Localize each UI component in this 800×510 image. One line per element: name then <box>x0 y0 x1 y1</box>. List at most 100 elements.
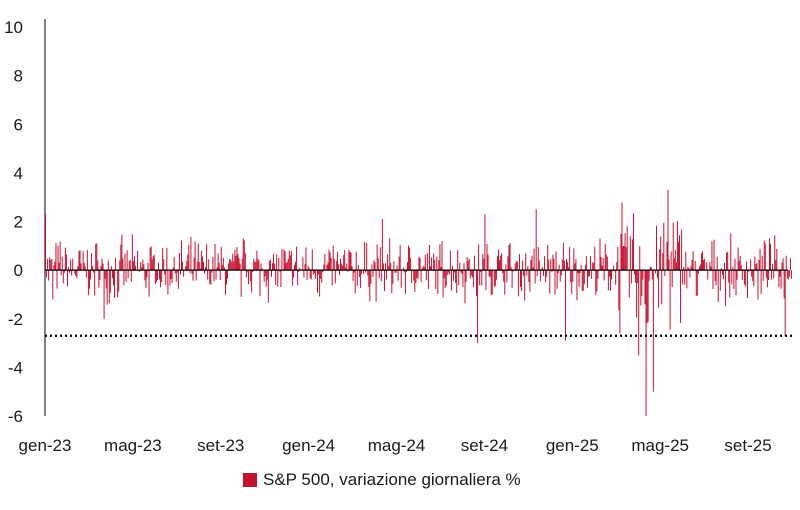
data-bar <box>304 264 305 270</box>
data-bar <box>520 270 521 287</box>
data-bar <box>368 270 369 287</box>
data-bar <box>143 264 144 270</box>
data-bar <box>763 270 764 281</box>
data-bar <box>473 270 474 287</box>
data-bar <box>428 270 429 289</box>
data-bar <box>281 249 282 270</box>
data-bar <box>510 243 511 270</box>
data-bar <box>570 270 571 282</box>
data-bar <box>149 270 150 297</box>
data-bar <box>266 270 267 287</box>
data-bar <box>122 258 123 270</box>
data-bar <box>89 270 90 288</box>
data-bar <box>730 233 731 270</box>
data-bar <box>561 270 562 275</box>
data-bar <box>256 251 257 271</box>
data-bar <box>291 251 292 270</box>
data-bar <box>629 270 630 297</box>
data-bar <box>344 250 345 270</box>
data-bar <box>385 263 386 270</box>
data-bar <box>52 270 53 299</box>
data-bar <box>764 241 765 270</box>
data-bar <box>559 265 560 270</box>
data-bar <box>391 270 392 293</box>
data-bar <box>132 234 133 270</box>
data-bar <box>656 226 657 271</box>
data-bar <box>104 270 105 319</box>
data-bar <box>110 270 111 293</box>
data-bar <box>356 252 357 271</box>
data-bar <box>340 259 341 271</box>
data-bar <box>323 264 324 270</box>
data-bar <box>165 270 166 285</box>
data-bar <box>48 270 49 280</box>
data-bar <box>324 254 325 270</box>
data-bar <box>307 270 308 280</box>
data-bar <box>348 250 349 270</box>
data-bar <box>414 270 415 292</box>
data-bar <box>766 270 767 278</box>
data-bar <box>163 259 164 270</box>
data-bar <box>57 270 58 289</box>
data-bar <box>788 270 789 279</box>
data-bar <box>592 262 593 270</box>
legend: S&P 500, variazione giornaliera % <box>243 470 521 490</box>
data-bar <box>54 262 55 271</box>
data-bar <box>560 270 561 282</box>
data-bar <box>716 270 717 285</box>
data-bar <box>293 270 294 277</box>
data-bar <box>167 270 168 294</box>
data-bar <box>229 259 230 270</box>
data-bar <box>676 262 677 270</box>
data-bar <box>277 270 278 287</box>
data-bar <box>576 270 577 300</box>
data-bar <box>772 264 773 270</box>
data-bar <box>703 260 704 270</box>
data-bar <box>644 270 645 304</box>
data-bar <box>216 270 217 279</box>
data-bar <box>232 254 233 271</box>
data-bar <box>245 253 246 270</box>
data-bar <box>531 256 532 270</box>
data-bar <box>632 239 633 270</box>
data-bar <box>739 261 740 270</box>
data-bar <box>171 270 172 279</box>
data-bar <box>59 263 60 271</box>
data-bar <box>751 270 752 277</box>
data-bar <box>483 259 484 271</box>
data-bar <box>697 270 698 295</box>
data-bar <box>197 262 198 270</box>
data-bar <box>745 270 746 286</box>
data-bar <box>380 247 381 270</box>
data-bar <box>778 270 779 287</box>
data-bar <box>276 254 277 270</box>
data-bar <box>303 270 304 277</box>
data-bar <box>617 247 618 270</box>
data-bar <box>640 270 641 305</box>
data-bar <box>383 263 384 270</box>
data-bar <box>286 263 287 270</box>
x-tick-label: gen-24 <box>282 436 335 455</box>
data-bar <box>517 262 518 270</box>
data-bar <box>535 270 536 283</box>
data-bar <box>485 270 486 290</box>
data-bar <box>343 255 344 270</box>
data-bar <box>623 246 624 270</box>
data-bar <box>199 262 200 270</box>
data-bar <box>121 235 122 270</box>
data-bar <box>773 270 774 279</box>
data-bar <box>438 260 439 270</box>
data-bar <box>257 259 258 270</box>
data-bar <box>728 270 729 282</box>
data-bar <box>712 270 713 289</box>
data-bar <box>458 270 459 285</box>
data-bar <box>543 270 544 276</box>
data-bar <box>477 270 478 343</box>
data-bar <box>756 263 757 270</box>
data-bar <box>337 252 338 270</box>
data-bar <box>227 270 228 279</box>
data-bar <box>426 270 427 280</box>
data-bar <box>55 243 56 270</box>
data-bar <box>268 270 269 303</box>
data-bar <box>126 270 127 282</box>
